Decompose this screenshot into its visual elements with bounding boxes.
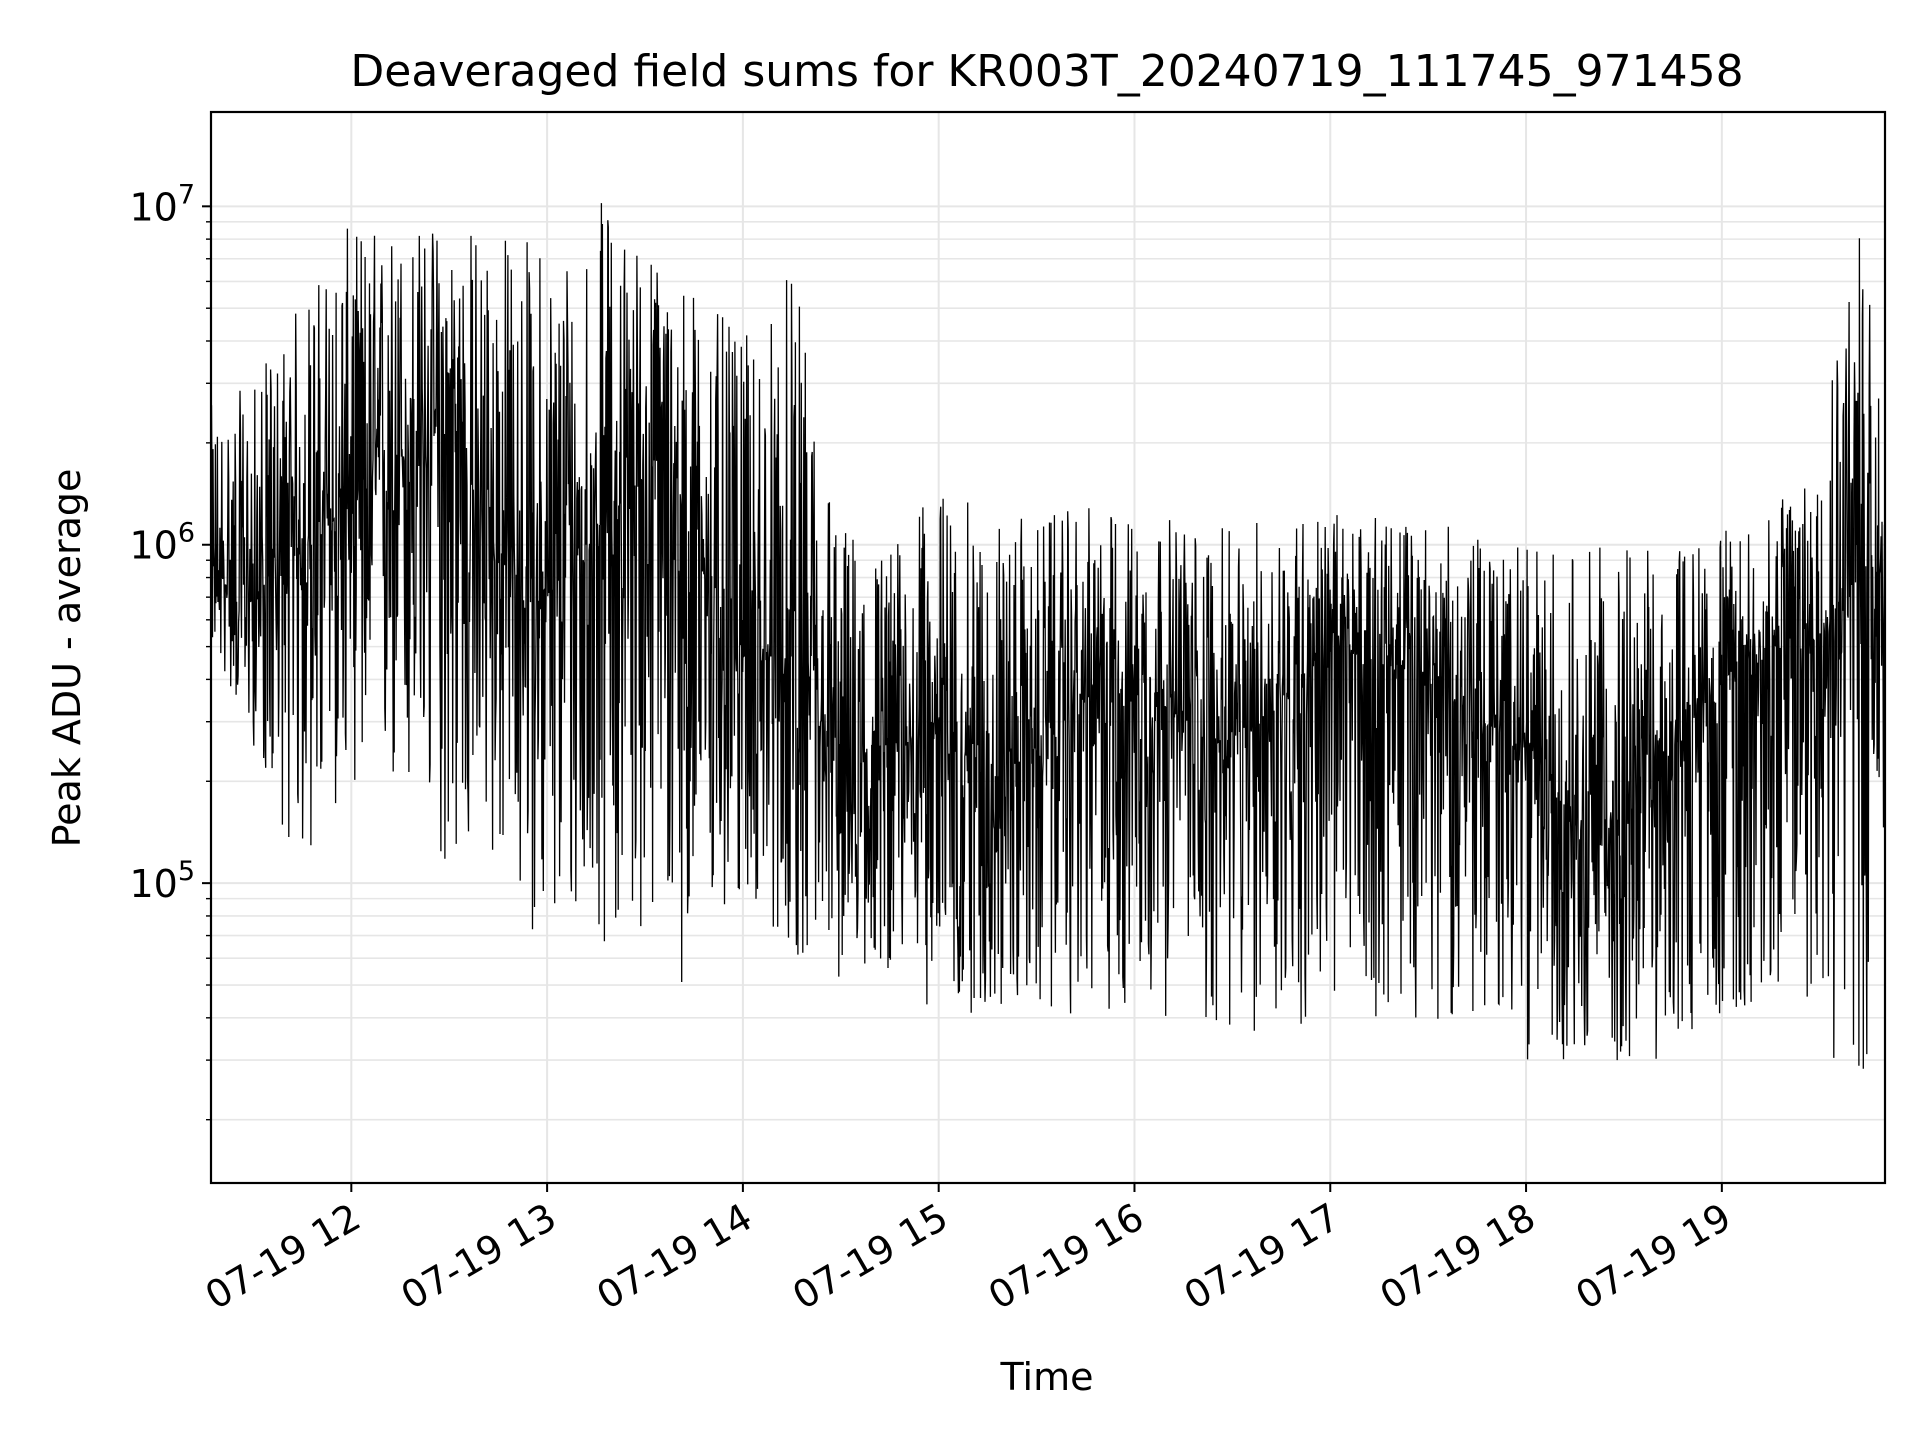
y-tick-label: 106 bbox=[129, 518, 195, 568]
chart-title: Deaveraged field sums for KR003T_2024071… bbox=[350, 46, 1743, 97]
y-axis-label: Peak ADU - average bbox=[45, 469, 89, 848]
y-tick-label: 107 bbox=[129, 179, 195, 229]
plot-area bbox=[210, 203, 1886, 1069]
plot-frame bbox=[209, 110, 1887, 1185]
x-axis-label: Time bbox=[1000, 1355, 1094, 1399]
series-line bbox=[210, 203, 1886, 1069]
y-tick-label: 105 bbox=[129, 856, 195, 906]
